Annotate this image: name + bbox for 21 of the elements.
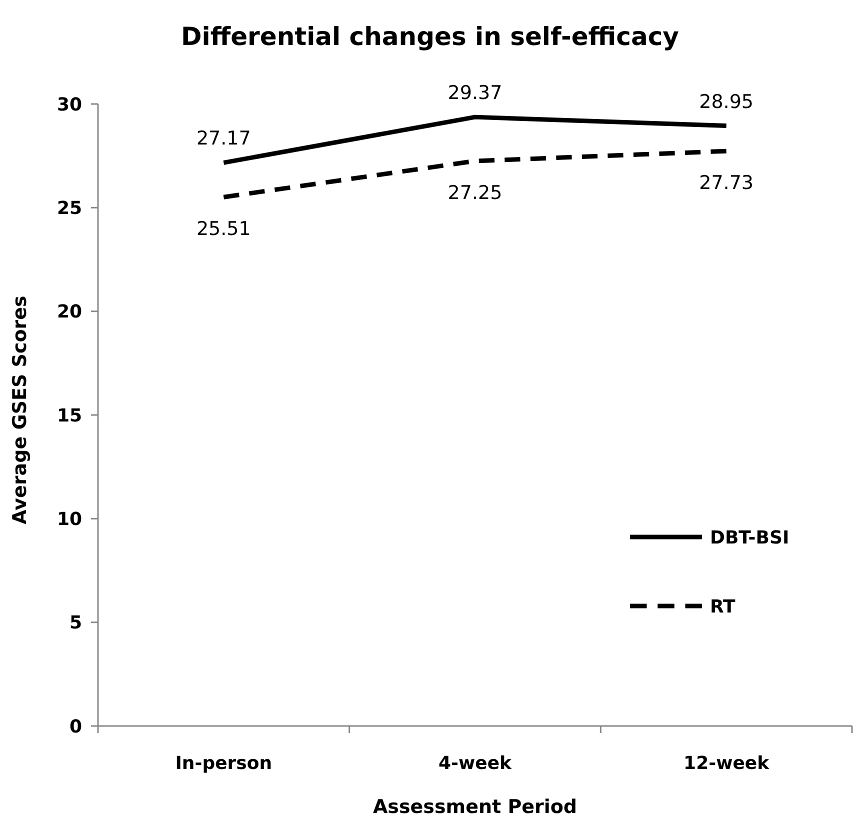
x-axis-title: Assessment Period bbox=[372, 796, 578, 818]
data-label: 27.73 bbox=[699, 172, 754, 194]
y-tick-label: 10 bbox=[56, 508, 82, 530]
x-tick-label: 4-week bbox=[438, 753, 513, 774]
y-tick-label: 15 bbox=[56, 405, 82, 426]
data-label: 28.95 bbox=[699, 90, 754, 113]
y-tick-label: 25 bbox=[56, 198, 82, 219]
x-tick-label: In-person bbox=[175, 753, 272, 774]
data-label: 25.51 bbox=[196, 218, 251, 240]
y-axis-title: Average GSES Scores bbox=[9, 296, 31, 524]
y-tick-label: 30 bbox=[56, 94, 82, 116]
data-label: 29.37 bbox=[448, 82, 502, 104]
legend-label: DBT-BSI bbox=[710, 527, 790, 548]
x-tick-label: 12-week bbox=[684, 753, 770, 774]
chart-title: Differential changes in self-efficacy bbox=[181, 22, 679, 51]
legend-label: RT bbox=[710, 596, 736, 618]
y-tick-label: 0 bbox=[69, 716, 82, 738]
data-label: 27.25 bbox=[448, 182, 502, 204]
data-label: 27.17 bbox=[196, 128, 251, 150]
y-tick-label: 5 bbox=[69, 612, 82, 634]
y-tick-label: 20 bbox=[56, 302, 82, 323]
